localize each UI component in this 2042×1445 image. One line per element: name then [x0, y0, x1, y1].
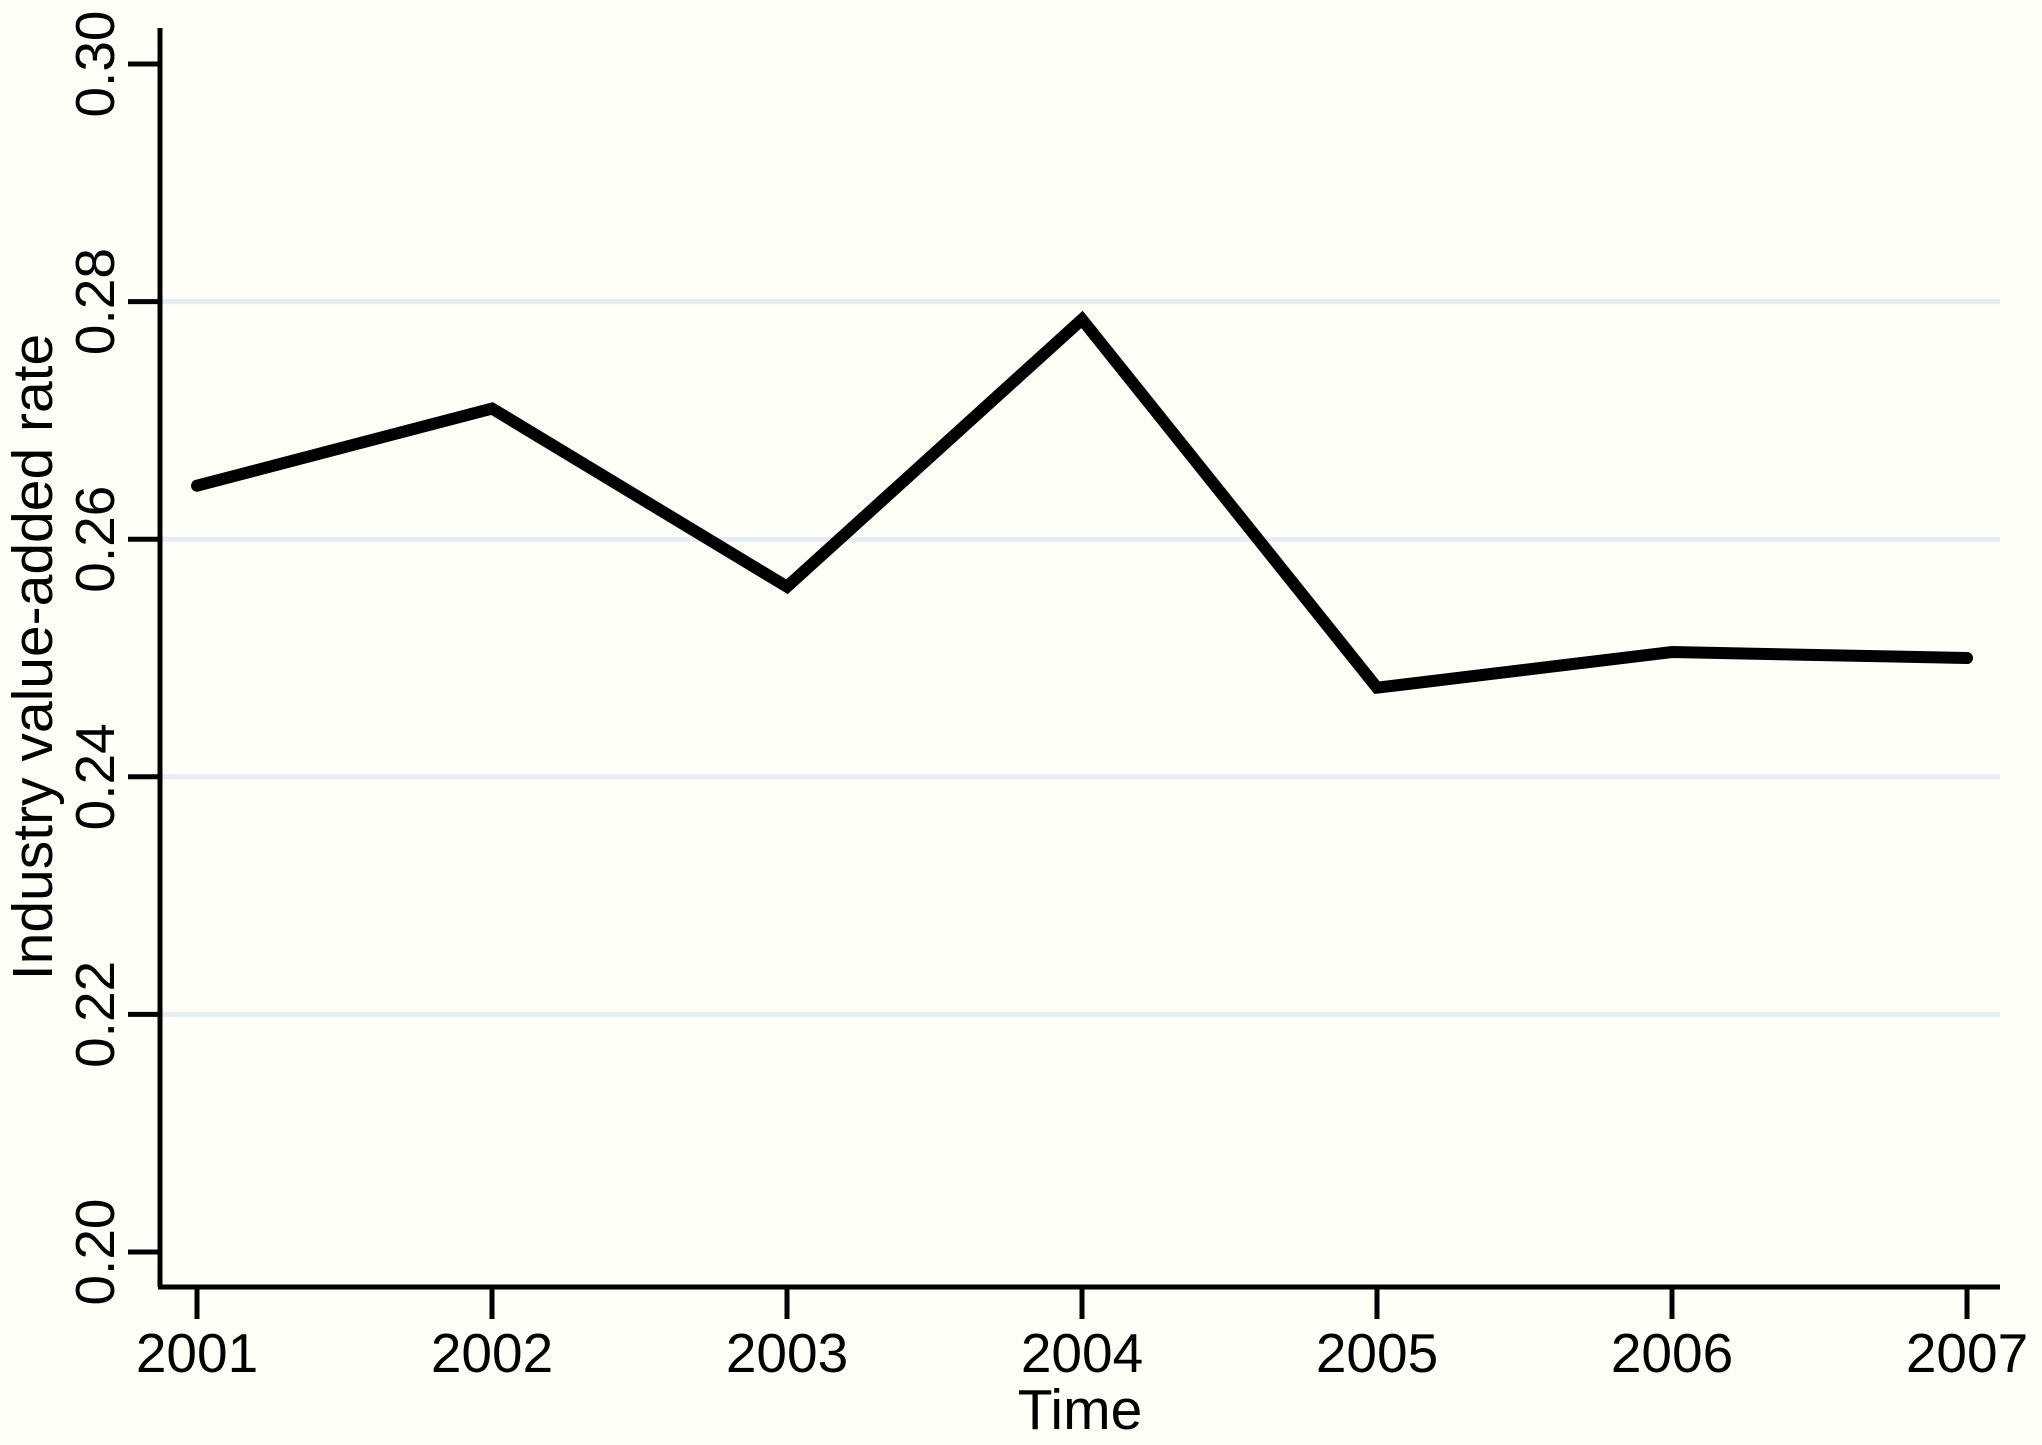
x-tick-label: 2002 — [431, 1322, 553, 1384]
y-tick-label: 0.20 — [64, 1198, 126, 1305]
y-tick-label: 0.24 — [64, 723, 126, 830]
series-group — [191, 310, 1973, 695]
x-tick-label: 2001 — [136, 1322, 258, 1384]
x-axis-title: Time — [1018, 1378, 1143, 1442]
x-tick-label: 2006 — [1611, 1322, 1733, 1384]
tick-labels-group: 0.20 0.22 0.24 0.26 0.28 0.30 2001 2002 2003 2004… — [64, 10, 2028, 1384]
x-tick-label: 2007 — [1906, 1322, 2028, 1384]
x-tick-label: 2005 — [1316, 1322, 1438, 1384]
y-axis-title: Industry value-added rate — [1, 334, 65, 980]
y-tick-label: 0.28 — [64, 248, 126, 355]
y-tick-label: 0.22 — [64, 961, 126, 1068]
axes-group — [128, 28, 2000, 1319]
data-line — [191, 310, 1973, 695]
x-tick-label: 2004 — [1021, 1322, 1143, 1384]
x-tick-label: 2003 — [726, 1322, 848, 1384]
y-tick-label: 0.26 — [64, 486, 126, 593]
gridlines-group — [162, 299, 2000, 1017]
y-tick-label: 0.30 — [64, 10, 126, 117]
